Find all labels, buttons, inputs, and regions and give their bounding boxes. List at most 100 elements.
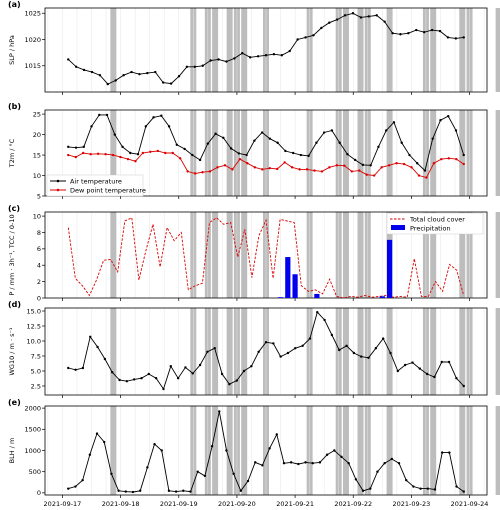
data-point bbox=[396, 369, 400, 373]
data-point bbox=[178, 157, 182, 160]
data-point bbox=[223, 164, 227, 167]
data-point bbox=[235, 379, 238, 382]
data-point bbox=[169, 82, 173, 85]
data-point bbox=[323, 318, 326, 322]
data-point bbox=[375, 14, 378, 17]
y-tick-label: 4 bbox=[37, 262, 41, 270]
y-axis-label: P / mm · 3h⁻¹, TCC / 0-10 bbox=[8, 214, 16, 295]
data-point bbox=[242, 369, 246, 373]
data-point bbox=[416, 162, 419, 165]
data-point bbox=[132, 378, 136, 381]
data-point bbox=[372, 174, 376, 177]
data-point bbox=[160, 449, 163, 452]
shaded-band bbox=[495, 308, 500, 395]
data-point bbox=[113, 133, 116, 136]
data-point bbox=[343, 14, 347, 17]
shaded-band bbox=[110, 110, 117, 196]
y-tick-label: 2.5 bbox=[31, 382, 41, 390]
data-point bbox=[118, 378, 121, 382]
data-point bbox=[126, 157, 130, 161]
data-point bbox=[74, 155, 77, 159]
series-line bbox=[68, 114, 465, 172]
data-point bbox=[412, 485, 415, 488]
y-tick-label: 20 bbox=[33, 131, 41, 139]
data-point bbox=[213, 347, 216, 350]
shaded-band bbox=[342, 110, 349, 196]
data-point bbox=[216, 166, 219, 169]
data-point bbox=[455, 377, 458, 380]
data-point bbox=[335, 164, 339, 167]
data-point bbox=[290, 166, 294, 169]
data-point bbox=[338, 348, 341, 352]
data-point bbox=[384, 129, 388, 132]
data-point bbox=[130, 70, 133, 74]
data-point bbox=[361, 163, 365, 167]
data-point bbox=[377, 145, 380, 149]
data-point bbox=[206, 350, 209, 353]
data-point bbox=[432, 162, 436, 165]
data-point bbox=[67, 145, 70, 149]
data-point bbox=[365, 173, 368, 176]
y-tick-label: 15 bbox=[33, 151, 41, 159]
x-tick-label: 2021-09-20 bbox=[218, 500, 256, 508]
data-point bbox=[152, 116, 155, 119]
data-point bbox=[415, 28, 418, 32]
data-point bbox=[333, 449, 336, 452]
data-point bbox=[67, 153, 70, 157]
data-point bbox=[411, 361, 414, 364]
data-point bbox=[462, 36, 465, 39]
shaded-band bbox=[110, 8, 117, 92]
data-point bbox=[89, 153, 92, 156]
shaded-band bbox=[459, 212, 466, 298]
data-point bbox=[440, 360, 443, 364]
data-point bbox=[419, 487, 422, 490]
data-point bbox=[345, 344, 348, 347]
data-point bbox=[125, 380, 129, 383]
data-point bbox=[201, 171, 204, 174]
data-point bbox=[315, 141, 318, 144]
data-point bbox=[140, 377, 143, 380]
data-point bbox=[397, 462, 401, 465]
data-point bbox=[305, 168, 309, 171]
data-point bbox=[308, 337, 312, 340]
y-tick-label: 0 bbox=[37, 489, 41, 497]
legend-label: Dew point temperature bbox=[70, 186, 146, 194]
data-point bbox=[198, 363, 202, 367]
data-point bbox=[141, 151, 145, 155]
data-point bbox=[174, 490, 178, 493]
data-point bbox=[350, 170, 354, 173]
data-point bbox=[186, 170, 189, 173]
data-point bbox=[209, 59, 212, 62]
legend-label: Precipitation bbox=[410, 224, 451, 232]
data-point bbox=[147, 372, 151, 376]
shaded-band bbox=[241, 406, 248, 495]
series-line bbox=[67, 217, 465, 298]
data-point bbox=[103, 357, 107, 361]
data-point bbox=[193, 65, 197, 69]
shaded-band bbox=[386, 406, 393, 495]
shaded-band bbox=[357, 110, 364, 196]
shaded-band bbox=[226, 212, 233, 298]
data-point bbox=[225, 449, 228, 452]
data-point bbox=[275, 433, 278, 436]
data-point bbox=[74, 65, 78, 69]
data-point bbox=[289, 461, 293, 464]
x-tick-label: 2021-09-18 bbox=[102, 500, 140, 508]
data-point bbox=[328, 21, 331, 24]
data-point bbox=[313, 169, 316, 172]
data-point bbox=[248, 56, 252, 59]
data-point bbox=[233, 57, 236, 60]
data-point bbox=[160, 114, 163, 117]
precip-bar bbox=[314, 293, 320, 298]
shaded-band bbox=[430, 110, 437, 196]
data-point bbox=[167, 489, 171, 492]
legend-marker bbox=[56, 188, 60, 192]
shaded-band bbox=[110, 308, 117, 395]
data-point bbox=[402, 162, 406, 166]
data-point bbox=[144, 125, 148, 128]
data-point bbox=[280, 54, 284, 57]
data-point bbox=[433, 375, 436, 379]
data-point bbox=[311, 462, 314, 465]
panel-3: 0 2 4 6 8 10 P / mm · 3h⁻¹, TCC / 0-10(c) Total… bbox=[8, 204, 500, 302]
